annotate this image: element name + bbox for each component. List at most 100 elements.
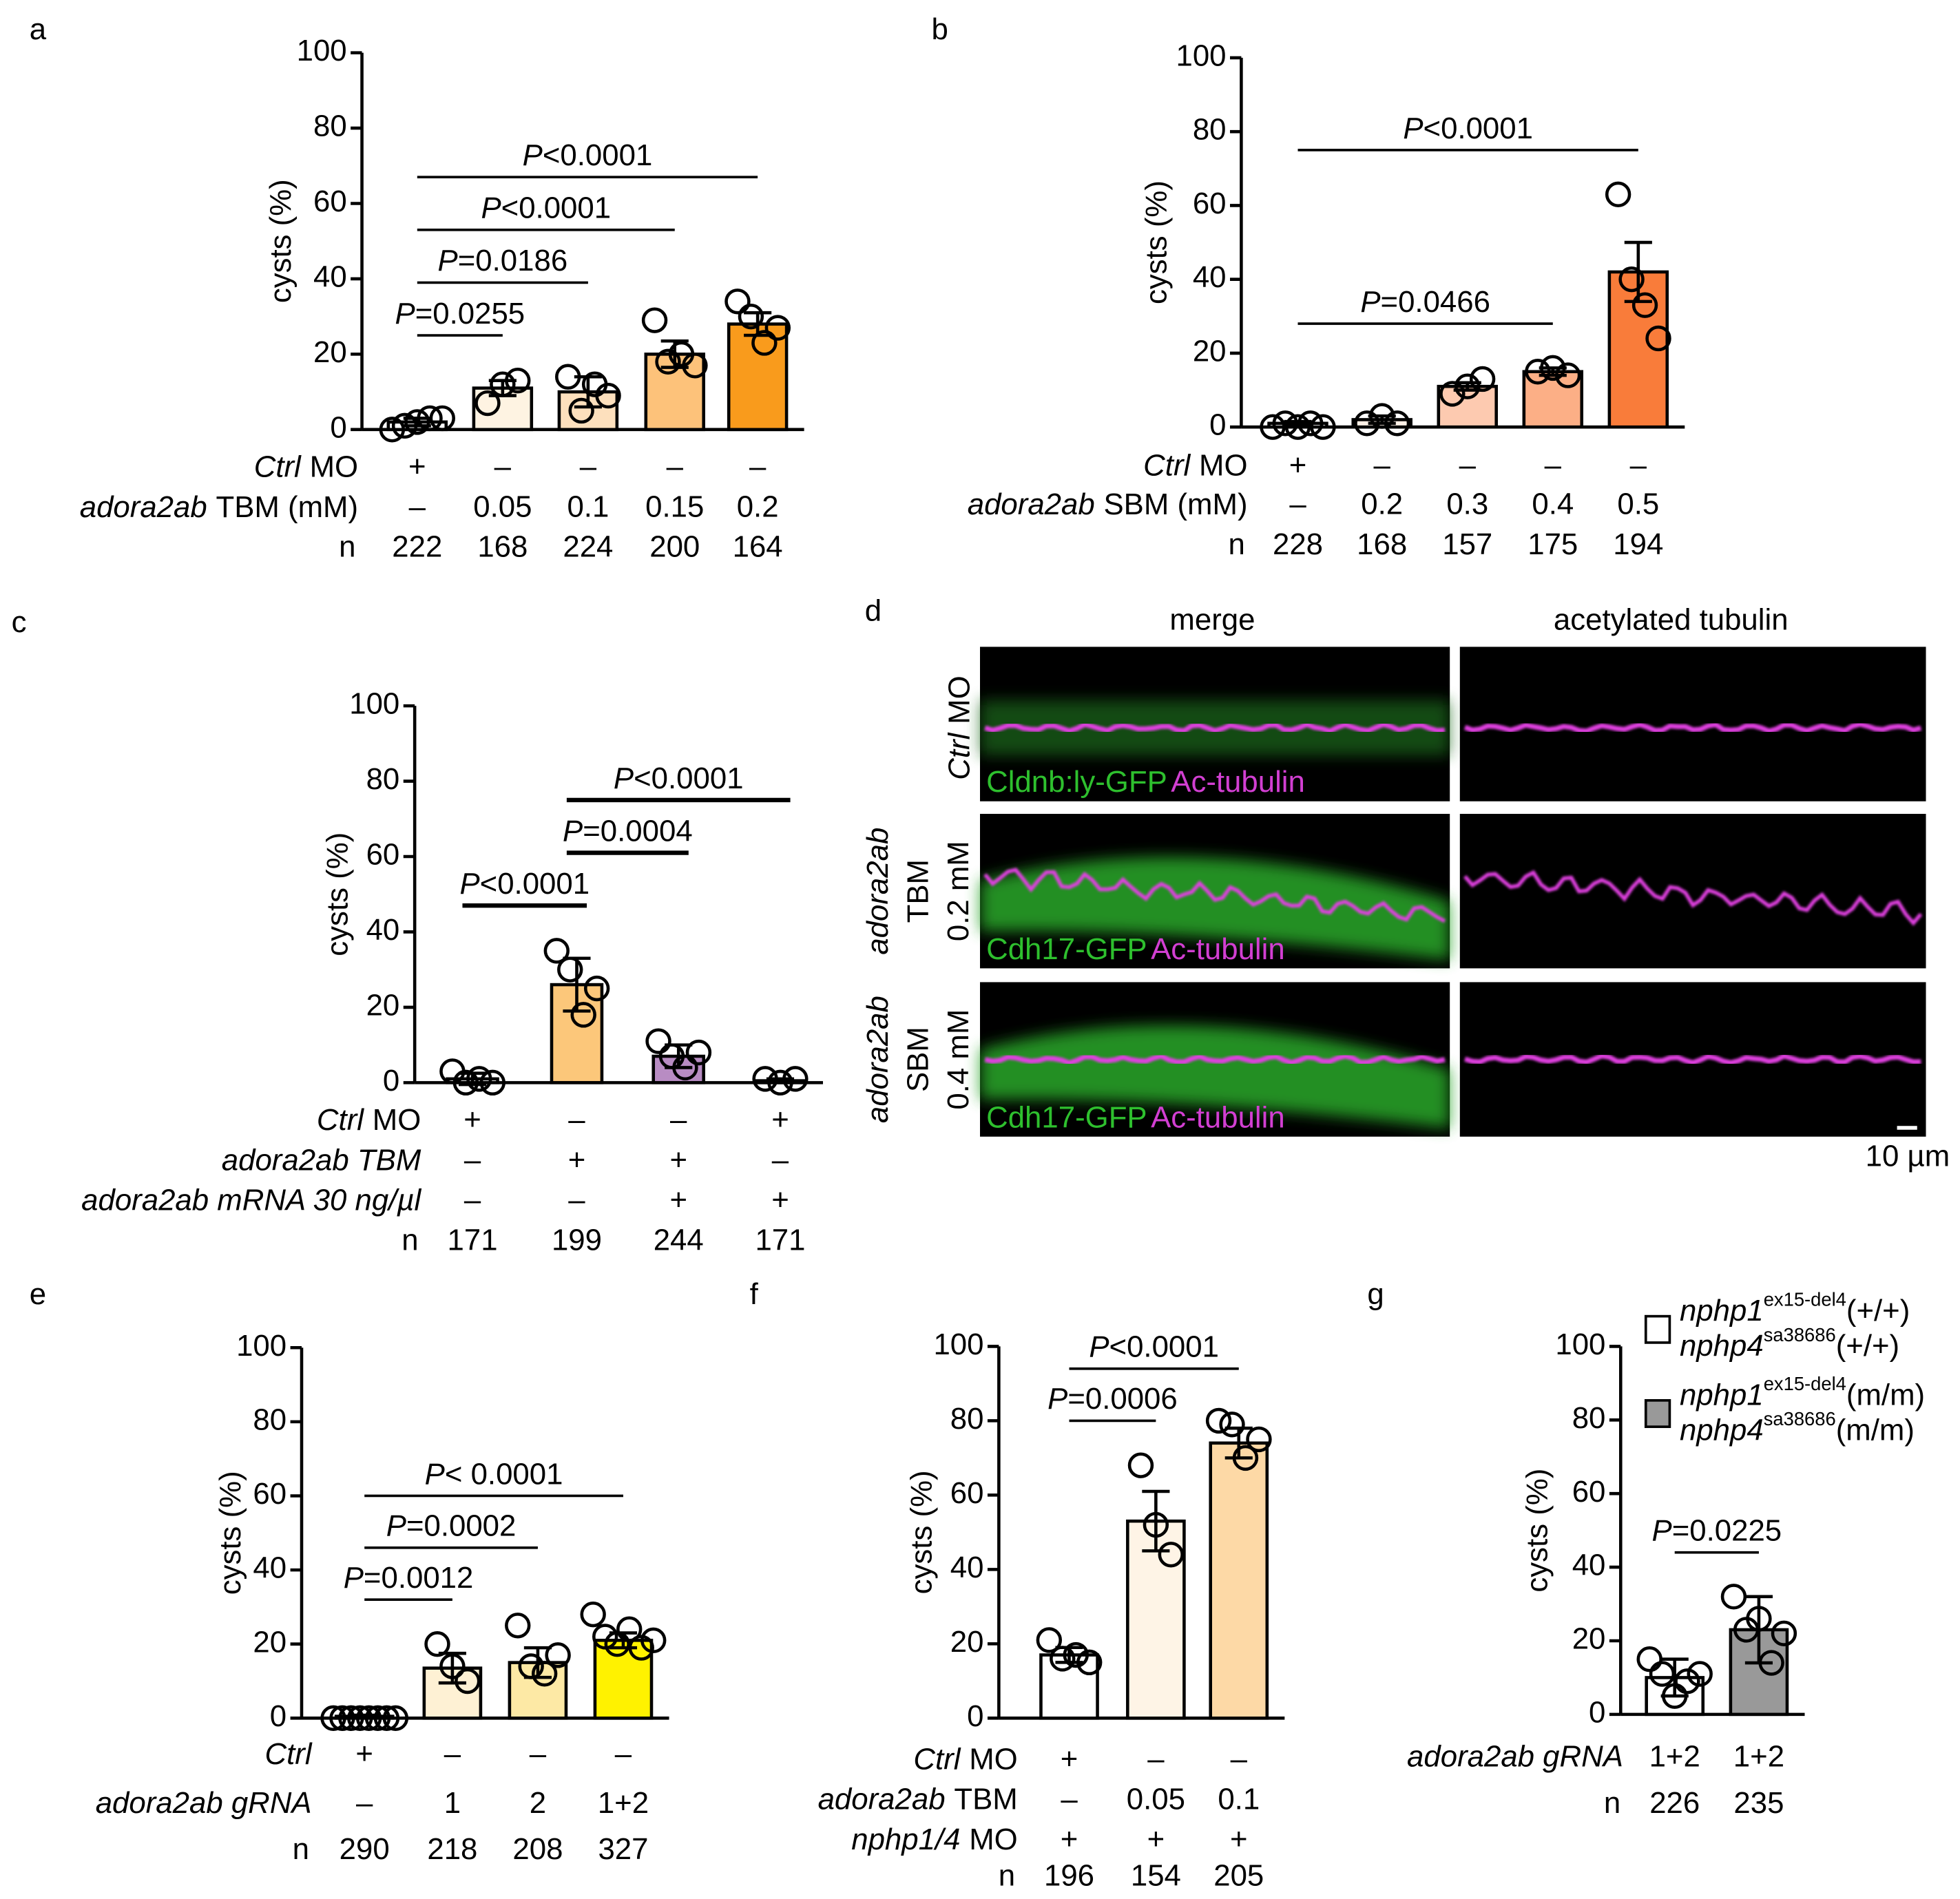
panel-label: b bbox=[931, 12, 948, 46]
data-point bbox=[580, 1601, 606, 1628]
data-point bbox=[543, 938, 570, 964]
data-point bbox=[1297, 410, 1324, 437]
bar bbox=[1209, 1441, 1269, 1720]
data-point bbox=[1605, 181, 1631, 208]
row-label: adora2ab bbox=[861, 996, 895, 1123]
y-tick-label: 100 bbox=[297, 34, 347, 67]
significance-label: P<0.0001 bbox=[1403, 111, 1533, 145]
row-value: 1+2 bbox=[598, 1786, 649, 1820]
row-label-part: TBM (mM) bbox=[216, 490, 358, 523]
row-label-part: 0.2 mM bbox=[941, 841, 974, 941]
panel-label: e bbox=[30, 1277, 46, 1311]
n-value: 218 bbox=[427, 1832, 477, 1866]
row-label-part: MO bbox=[1199, 448, 1248, 482]
row-value: – bbox=[568, 1183, 585, 1217]
data-point bbox=[672, 1054, 698, 1081]
error-bar bbox=[1660, 1657, 1689, 1698]
data-point bbox=[1554, 362, 1581, 388]
data-point bbox=[1746, 1606, 1772, 1632]
row-label: Ctrl MO bbox=[942, 675, 976, 779]
data-point bbox=[767, 1069, 793, 1096]
significance-label: P=0.0004 bbox=[563, 814, 693, 848]
row-value: 0.1 bbox=[1218, 1782, 1260, 1816]
row-label-part: SBM bbox=[901, 1027, 935, 1092]
row-label-part: adora2ab mRNA 30 ng/µl bbox=[81, 1183, 421, 1217]
data-point bbox=[1272, 410, 1298, 437]
row-value: – bbox=[530, 1737, 547, 1771]
n-label: n bbox=[339, 530, 355, 564]
micrograph bbox=[1459, 647, 1926, 801]
y-tick-label: 80 bbox=[1193, 113, 1227, 147]
row-label: TBM bbox=[901, 859, 935, 923]
n-value: 200 bbox=[649, 530, 700, 564]
data-point bbox=[455, 1668, 481, 1695]
data-point bbox=[782, 1066, 809, 1092]
significance-label: P=0.0006 bbox=[1047, 1382, 1178, 1416]
row-label-part: adora2ab bbox=[80, 490, 207, 523]
n-label: n bbox=[1229, 527, 1245, 561]
data-point bbox=[685, 1039, 712, 1066]
row-label: adora2ab mRNA 30 ng/µl bbox=[81, 1183, 421, 1217]
row-label-part: Ctrl bbox=[317, 1102, 364, 1136]
row-label-part: adora2ab bbox=[861, 996, 895, 1123]
data-point bbox=[1631, 292, 1658, 318]
y-tick-label: 100 bbox=[933, 1328, 983, 1361]
row-label-part: nphp1/4 bbox=[851, 1823, 960, 1856]
data-point bbox=[1645, 325, 1671, 352]
row-label-part: adora2ab bbox=[818, 1782, 946, 1816]
row-label-part: Ctrl bbox=[265, 1737, 313, 1771]
data-point bbox=[1063, 1641, 1089, 1668]
row-value: – bbox=[1231, 1742, 1248, 1776]
data-point bbox=[1636, 1646, 1662, 1672]
bar bbox=[1126, 1519, 1186, 1720]
data-point bbox=[1050, 1646, 1076, 1672]
row-value: 0.2 bbox=[1361, 487, 1403, 521]
n-value: 205 bbox=[1213, 1859, 1264, 1893]
y-tick-label: 40 bbox=[366, 913, 400, 947]
row-value: + bbox=[568, 1143, 586, 1177]
channel-label-part: Ac-tubulin bbox=[1171, 765, 1305, 799]
significance-label: P<0.0001 bbox=[523, 138, 653, 172]
y-tick-label: 20 bbox=[1193, 334, 1227, 368]
row-label-part: adora2ab bbox=[861, 828, 895, 955]
n-value: 226 bbox=[1649, 1786, 1700, 1820]
panel-label: d bbox=[865, 594, 882, 628]
y-tick-label: 80 bbox=[253, 1403, 286, 1436]
row-value: – bbox=[1630, 448, 1647, 482]
data-point bbox=[373, 1705, 400, 1732]
y-axis-label: cysts (%) bbox=[320, 832, 354, 956]
legend-text-part: ex15-del4 bbox=[1764, 1289, 1846, 1310]
y-axis-label: cysts (%) bbox=[904, 1470, 938, 1594]
y-tick-label: 0 bbox=[270, 1699, 286, 1733]
column-title: merge bbox=[1169, 602, 1255, 636]
data-point bbox=[382, 1705, 409, 1732]
data-point bbox=[738, 303, 764, 330]
data-point bbox=[1384, 410, 1410, 437]
row-value: + bbox=[463, 1102, 481, 1136]
legend-text-part: (m/m) bbox=[1846, 1378, 1925, 1412]
row-label-part: MO bbox=[373, 1102, 421, 1136]
row-value: + bbox=[1147, 1823, 1165, 1856]
data-point bbox=[329, 1705, 355, 1732]
data-point bbox=[1540, 355, 1566, 381]
data-point bbox=[404, 409, 430, 435]
row-value: + bbox=[669, 1183, 687, 1217]
significance-label: P=0.0186 bbox=[438, 244, 568, 277]
significance-label: P< 0.0001 bbox=[425, 1457, 563, 1491]
row-value: 0.05 bbox=[1127, 1782, 1185, 1816]
bar bbox=[1437, 384, 1498, 429]
y-tick-label: 40 bbox=[313, 260, 347, 294]
data-point bbox=[595, 382, 621, 409]
y-axis-label: cysts (%) bbox=[213, 1471, 247, 1595]
row-label: 0.2 mM bbox=[941, 841, 974, 941]
data-point bbox=[1246, 1426, 1272, 1453]
row-value: – bbox=[568, 1102, 585, 1136]
data-point bbox=[1284, 414, 1311, 440]
y-tick-label: 0 bbox=[1209, 408, 1226, 442]
row-value: – bbox=[356, 1786, 373, 1820]
data-point bbox=[1232, 1445, 1259, 1471]
significance-label: P=0.0012 bbox=[344, 1561, 474, 1595]
row-value: 1+2 bbox=[1649, 1739, 1700, 1773]
data-point bbox=[424, 1631, 450, 1657]
